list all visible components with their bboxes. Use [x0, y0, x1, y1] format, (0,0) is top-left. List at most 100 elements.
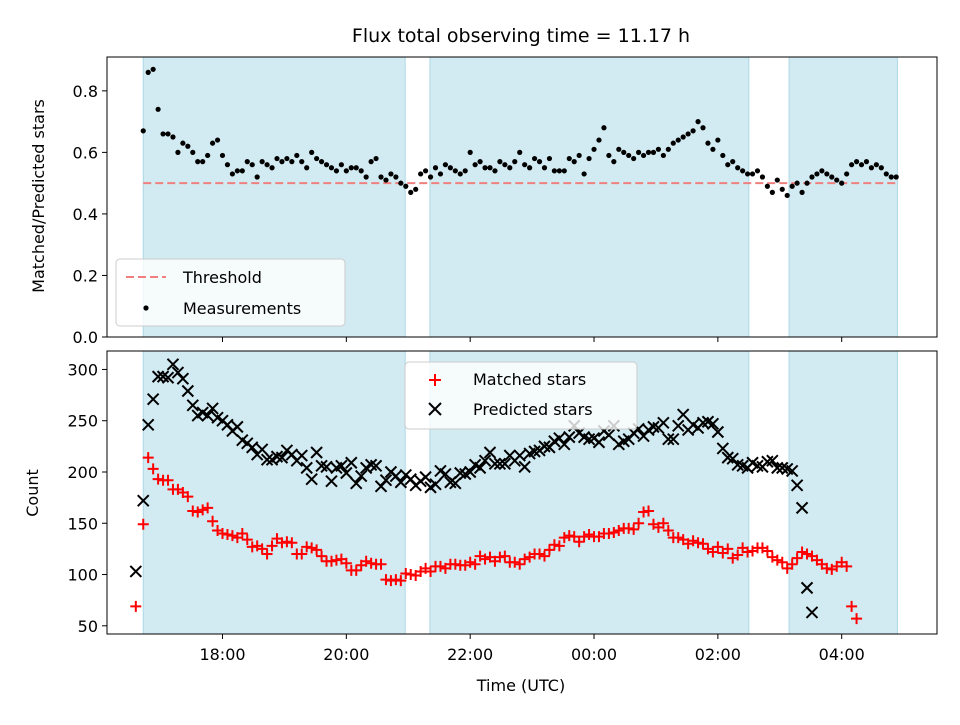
measurement-point [730, 159, 736, 165]
measurement-point [413, 186, 419, 192]
measurement-point [165, 131, 171, 137]
predicted-star-point [181, 384, 195, 398]
measurement-point [616, 146, 622, 152]
measurement-point [467, 149, 473, 155]
measurement-point [591, 146, 597, 152]
matched-star-point [306, 542, 318, 554]
measurement-point [309, 149, 315, 155]
matched-star-point [851, 613, 863, 625]
measurement-point [254, 174, 260, 180]
predicted-star-point [255, 443, 269, 456]
measurement-point [819, 168, 825, 174]
matched-star-point [187, 505, 199, 517]
measurement-point [348, 165, 354, 171]
predicted-star-point [518, 460, 531, 474]
matched-star-point [316, 550, 328, 562]
matched-star-point [643, 505, 655, 517]
measurement-point [531, 155, 538, 162]
measurement-point [655, 146, 662, 152]
predicted-star-point [379, 473, 393, 487]
measurement-point [299, 159, 305, 165]
measurement-point [725, 162, 731, 168]
matched-star-point [791, 552, 803, 564]
predicted-star-point [201, 409, 214, 422]
top-y-tick-label: 0.6 [73, 143, 98, 162]
measurement-point [403, 183, 409, 189]
measurement-point [368, 159, 374, 165]
top-y-tick-label: 0.8 [73, 82, 98, 101]
matched-star-point [509, 556, 521, 568]
bottom-legend-box [404, 361, 638, 430]
measurement-point [685, 131, 691, 137]
predicted-star-point [657, 416, 670, 429]
measurement-point [858, 162, 865, 168]
matched-star-point [697, 538, 709, 550]
legend-matched-swatch [429, 374, 441, 386]
measurement-point [541, 165, 548, 171]
predicted-star-point [161, 371, 175, 384]
matched-star-point [687, 535, 699, 547]
measurement-point [289, 159, 295, 165]
predicted-star-point [186, 399, 199, 412]
measurement-point [665, 146, 671, 152]
measurement-point [269, 165, 275, 171]
measurement-point [512, 159, 518, 165]
measurement-point [621, 149, 627, 155]
matched-star-point [776, 556, 788, 568]
predicted-star-point [558, 438, 571, 451]
measurement-point [244, 159, 250, 165]
measurement-point [363, 174, 369, 180]
matched-star-point [340, 557, 352, 569]
measurement-point [502, 162, 508, 168]
measurement-point [229, 171, 236, 177]
matched-star-point [207, 515, 219, 527]
measurement-point [264, 162, 270, 168]
bottom-y-tick-label: 200 [67, 463, 98, 482]
measurement-point [660, 152, 666, 159]
measurement-point [279, 159, 285, 165]
predicted-star-point [129, 565, 143, 578]
measurement-point [517, 149, 523, 155]
top-y-axis-label: Matched/Predicted stars [29, 99, 48, 293]
measurement-point [427, 174, 434, 180]
predicted-star-point [394, 476, 408, 489]
x-tick-label: 18:00 [199, 645, 245, 664]
matched-star-point [400, 568, 412, 580]
measurement-point [873, 162, 879, 168]
matched-star-point [771, 554, 783, 566]
matched-star-point [543, 544, 555, 556]
measurement-point [140, 128, 146, 134]
measurement-point [824, 171, 830, 177]
predicted-star-point [662, 432, 675, 446]
chart-title: Flux total observing time = 11.17 h [352, 25, 690, 47]
measurement-point [566, 155, 572, 162]
measurement-point [640, 152, 647, 159]
matched-star-point [801, 548, 813, 560]
measurement-point [452, 168, 458, 174]
predicted-star-point [310, 446, 323, 459]
measurement-point [487, 165, 493, 171]
measurement-point [536, 159, 543, 165]
predicted-star-point [151, 370, 165, 383]
matched-star-point [236, 528, 248, 540]
matched-star-point [608, 526, 620, 538]
measurement-point [839, 180, 845, 186]
predicted-star-point [592, 436, 606, 449]
bottom-y-tick-label: 250 [67, 412, 98, 431]
predicted-star-point [345, 456, 358, 469]
matched-star-point [583, 529, 595, 541]
legend-measurements-swatch [143, 305, 149, 311]
x-tick-label: 04:00 [819, 645, 865, 664]
matched-star-point [360, 555, 372, 567]
bottom-y-tick-label: 100 [67, 566, 98, 585]
predicted-star-point [335, 459, 348, 473]
predicted-star-point [325, 475, 338, 488]
predicted-star-point [473, 461, 487, 475]
matched-star-point [301, 541, 313, 553]
predicted-star-point [369, 459, 383, 473]
measurement-point [477, 159, 483, 165]
legend-threshold-label: Threshold [182, 268, 262, 287]
predicted-star-point [488, 457, 502, 470]
measurement-point [338, 162, 344, 168]
